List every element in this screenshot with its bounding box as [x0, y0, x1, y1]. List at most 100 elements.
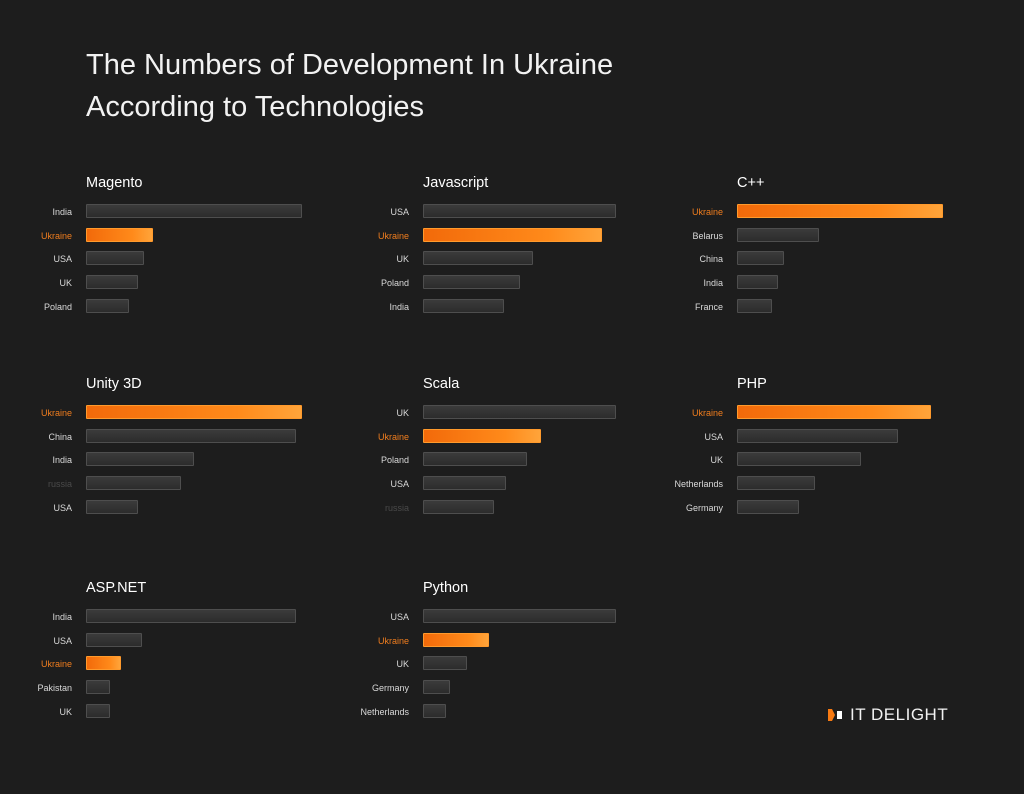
bar-highlighted	[86, 656, 121, 671]
chart-title: Unity 3D	[86, 376, 142, 392]
bar-highlighted	[423, 428, 541, 443]
category-label: Ukraine	[377, 635, 409, 646]
bar-row: USA	[0, 499, 300, 516]
category-label: Netherlands	[674, 479, 723, 490]
bar-row: USA	[0, 632, 300, 649]
bar-row: UK	[0, 703, 300, 720]
chart-panel-scala: Scala UK Ukraine Poland USA russia	[337, 376, 637, 546]
bar-row: Germany	[337, 680, 637, 696]
page-title-line-1: The Numbers of Development In Ukraine	[86, 49, 614, 81]
bar	[423, 656, 468, 671]
category-label: Ukraine	[691, 408, 723, 418]
bar	[423, 405, 616, 419]
bar-row: India	[651, 275, 951, 291]
category-label: Germany	[371, 683, 409, 694]
bar-row: UK	[337, 251, 637, 267]
bar-row: China	[0, 428, 300, 445]
bar-highlighted	[423, 632, 489, 647]
bar-row: India	[337, 298, 637, 315]
it-delight-logo-icon	[828, 709, 842, 721]
category-label: USA	[390, 207, 409, 217]
bar	[86, 298, 130, 313]
bar	[423, 609, 616, 623]
chart-panel-asp-net: ASP.NET India USA Ukraine Pakistan UK	[0, 580, 300, 750]
bar-highlighted	[737, 405, 931, 419]
bar-row: Belarus	[651, 227, 951, 244]
category-label: USA	[704, 431, 723, 442]
category-label: UK	[59, 278, 72, 289]
category-label: Netherlands	[360, 706, 409, 717]
bar-row: Ukraine	[0, 227, 300, 244]
bar-row: India	[0, 204, 302, 220]
chart-title: ASP.NET	[86, 580, 147, 596]
bar	[86, 452, 194, 467]
category-label: Poland	[380, 278, 409, 289]
chart-panel-python: Python USA Ukraine UK Germany Netherlands	[337, 580, 637, 750]
bar	[86, 275, 138, 290]
bar	[423, 703, 447, 718]
chart-panel-unity-3d: Unity 3D Ukraine China India russia USA	[0, 376, 302, 546]
bar-row: Ukraine	[337, 428, 637, 445]
bar-row: USA	[337, 476, 637, 492]
bar-row: Pakistan	[0, 680, 300, 696]
bar-row: Netherlands	[651, 476, 951, 492]
category-label: India	[703, 278, 723, 289]
bar	[423, 499, 495, 514]
category-label: India	[52, 455, 72, 466]
bar	[86, 703, 110, 718]
bar	[423, 680, 451, 695]
category-label: russia	[384, 502, 409, 513]
bar	[86, 204, 302, 218]
category-label: Ukraine	[691, 207, 723, 217]
bar	[86, 632, 143, 647]
bar-row: Poland	[337, 275, 637, 291]
bar-row: UK	[337, 656, 637, 672]
category-label: UK	[396, 408, 409, 418]
chart-title: Javascript	[423, 175, 489, 191]
category-label: USA	[53, 502, 72, 513]
brand-name: IT DELIGHT	[850, 705, 949, 724]
bar	[86, 499, 138, 514]
bar-highlighted	[737, 204, 943, 218]
bar-row: China	[651, 251, 951, 267]
bar-highlighted	[86, 405, 302, 419]
category-label: USA	[390, 479, 409, 490]
chart-panel-php: PHP Ukraine USA UK Netherlands Germany	[651, 376, 951, 546]
bar-row: UK	[0, 275, 300, 291]
bar	[86, 476, 182, 491]
category-label: UK	[59, 706, 72, 717]
category-label: Ukraine	[40, 230, 72, 241]
bar	[737, 452, 861, 467]
category-label: Ukraine	[377, 431, 409, 442]
bar-row: UK	[651, 452, 951, 468]
bar-row: russia	[0, 476, 300, 492]
chart-title: C++	[737, 175, 765, 191]
category-label: Poland	[43, 301, 72, 312]
bar	[86, 251, 145, 266]
bar	[423, 452, 528, 467]
bar-row: India	[0, 609, 300, 625]
category-label: China	[48, 431, 72, 442]
bar-row: UK	[337, 405, 637, 421]
bar	[423, 251, 533, 266]
category-label: Ukraine	[40, 408, 72, 418]
bar	[737, 227, 820, 242]
bar-row: russia	[337, 499, 637, 516]
chart-title: Magento	[86, 175, 143, 191]
bar	[423, 204, 616, 218]
category-label: Ukraine	[377, 230, 409, 241]
bar-row: USA	[651, 428, 951, 445]
bar-row: USA	[337, 609, 637, 625]
bar-row: France	[651, 298, 951, 315]
bar-row: USA	[0, 251, 300, 267]
category-label: UK	[710, 455, 723, 466]
chart-title: Scala	[423, 376, 460, 392]
bar-row: Ukraine	[0, 405, 302, 421]
bar-row: USA	[337, 204, 637, 220]
bar	[423, 298, 505, 313]
bar-row: Ukraine	[651, 405, 951, 421]
bar	[737, 428, 898, 443]
page-title-line-2: According to Technologies	[86, 91, 425, 123]
chart-panel-c-: C++ Ukraine Belarus China India France	[651, 175, 951, 345]
category-label: Belarus	[692, 230, 723, 241]
